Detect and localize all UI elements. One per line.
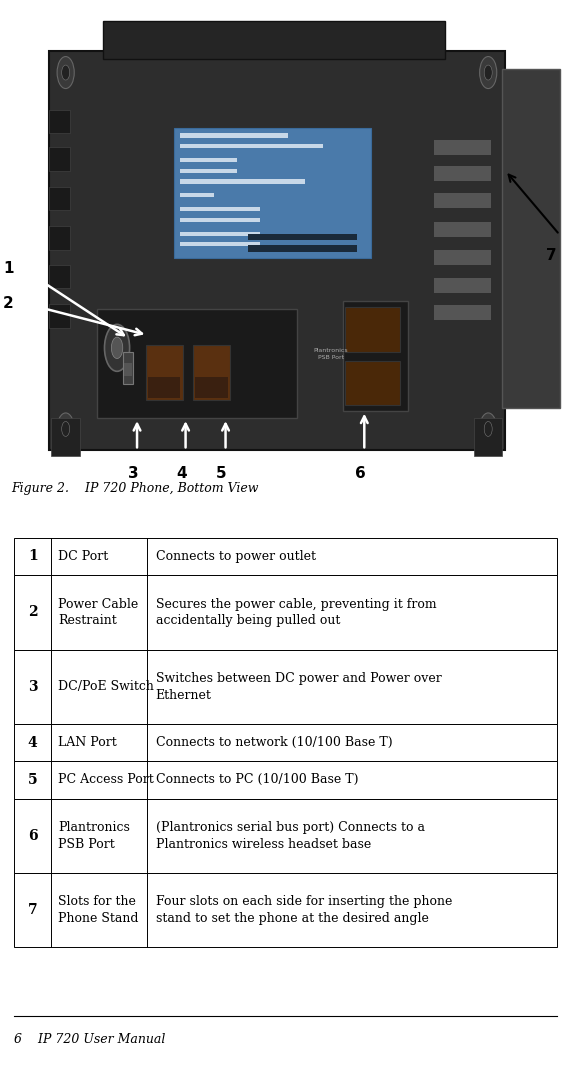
Text: DC/PoE Switch: DC/PoE Switch	[58, 681, 154, 694]
Text: 5: 5	[28, 773, 38, 786]
Bar	[434, 222, 491, 237]
Bar	[180, 179, 305, 184]
Text: 6    IP 720 User Manual: 6 IP 720 User Manual	[14, 1033, 166, 1046]
Bar	[14, 724, 557, 761]
Circle shape	[62, 421, 70, 436]
Bar	[502, 69, 560, 408]
Bar	[97, 309, 297, 418]
Text: 1: 1	[3, 261, 13, 276]
Text: Connects to power outlet: Connects to power outlet	[156, 550, 316, 563]
Bar	[180, 158, 237, 162]
Bar	[345, 307, 400, 352]
Bar	[49, 226, 70, 250]
Bar	[180, 232, 260, 236]
Bar	[123, 352, 133, 384]
Bar	[180, 144, 323, 148]
Bar	[434, 166, 491, 181]
Bar	[195, 377, 228, 398]
Text: 6: 6	[355, 466, 365, 481]
Text: 2: 2	[3, 296, 14, 310]
Text: 5: 5	[216, 466, 227, 481]
Text: 6: 6	[28, 829, 38, 843]
Bar	[14, 873, 557, 947]
Bar	[49, 51, 505, 450]
Text: Plantronics
PSB Port: Plantronics PSB Port	[314, 349, 348, 360]
Text: Power Cable
Restraint: Power Cable Restraint	[58, 598, 138, 627]
Bar	[180, 133, 288, 138]
Bar	[434, 140, 491, 155]
Bar	[248, 245, 357, 252]
Bar	[193, 345, 230, 400]
Bar	[434, 305, 491, 320]
Circle shape	[57, 413, 74, 445]
Bar	[180, 242, 260, 246]
Bar	[180, 193, 214, 197]
Text: Connects to network (10/100 Base T): Connects to network (10/100 Base T)	[156, 736, 392, 749]
Circle shape	[484, 65, 492, 80]
Text: Switches between DC power and Power over
Ethernet: Switches between DC power and Power over…	[156, 672, 441, 701]
Text: 7: 7	[546, 248, 557, 262]
Bar	[345, 361, 400, 405]
Text: 3: 3	[28, 680, 38, 694]
Text: (Plantronics serial bus port) Connects to a
Plantronics wireless headset base: (Plantronics serial bus port) Connects t…	[156, 821, 425, 850]
Text: 4: 4	[176, 466, 187, 481]
Circle shape	[111, 337, 123, 359]
Bar	[434, 250, 491, 265]
Bar	[180, 218, 260, 222]
Text: Secures the power cable, preventing it from
accidentally being pulled out: Secures the power cable, preventing it f…	[156, 598, 436, 627]
Bar	[11, 46, 560, 457]
Bar	[124, 363, 132, 376]
Bar	[14, 538, 557, 575]
Bar	[51, 418, 80, 456]
Circle shape	[480, 57, 497, 89]
Bar	[14, 761, 557, 798]
Bar	[148, 377, 180, 398]
Bar	[474, 418, 502, 456]
Bar	[434, 278, 491, 293]
Circle shape	[62, 65, 70, 80]
Text: 1: 1	[28, 550, 38, 563]
Bar	[49, 147, 70, 171]
Bar	[103, 21, 445, 59]
Circle shape	[104, 324, 130, 371]
Bar	[49, 187, 70, 210]
Bar	[248, 234, 357, 240]
Circle shape	[484, 421, 492, 436]
Bar	[146, 345, 183, 400]
Text: Connects to PC (10/100 Base T): Connects to PC (10/100 Base T)	[156, 774, 358, 786]
Text: Figure 2.    IP 720 Phone, Bottom View: Figure 2. IP 720 Phone, Bottom View	[11, 482, 259, 495]
Bar	[49, 304, 70, 328]
Text: 4: 4	[28, 735, 38, 750]
Text: PC Access Port: PC Access Port	[58, 774, 154, 786]
Text: Four slots on each side for inserting the phone
stand to set the phone at the de: Four slots on each side for inserting th…	[156, 895, 452, 925]
Text: Slots for the
Phone Stand: Slots for the Phone Stand	[58, 895, 139, 925]
Bar	[343, 301, 408, 411]
Bar	[49, 265, 70, 288]
Bar	[14, 650, 557, 724]
Bar	[180, 169, 237, 173]
Bar	[180, 207, 260, 211]
Text: LAN Port: LAN Port	[58, 736, 116, 749]
Text: 2: 2	[28, 605, 38, 619]
Bar	[49, 110, 70, 133]
Bar	[14, 575, 557, 650]
Text: 7: 7	[28, 904, 38, 918]
Circle shape	[480, 413, 497, 445]
Text: DC Port: DC Port	[58, 550, 108, 563]
Circle shape	[57, 57, 74, 89]
Bar	[14, 798, 557, 873]
Bar	[174, 128, 371, 258]
Text: 3: 3	[128, 466, 138, 481]
Text: Plantronics
PSB Port: Plantronics PSB Port	[58, 821, 130, 850]
Bar	[434, 193, 491, 208]
